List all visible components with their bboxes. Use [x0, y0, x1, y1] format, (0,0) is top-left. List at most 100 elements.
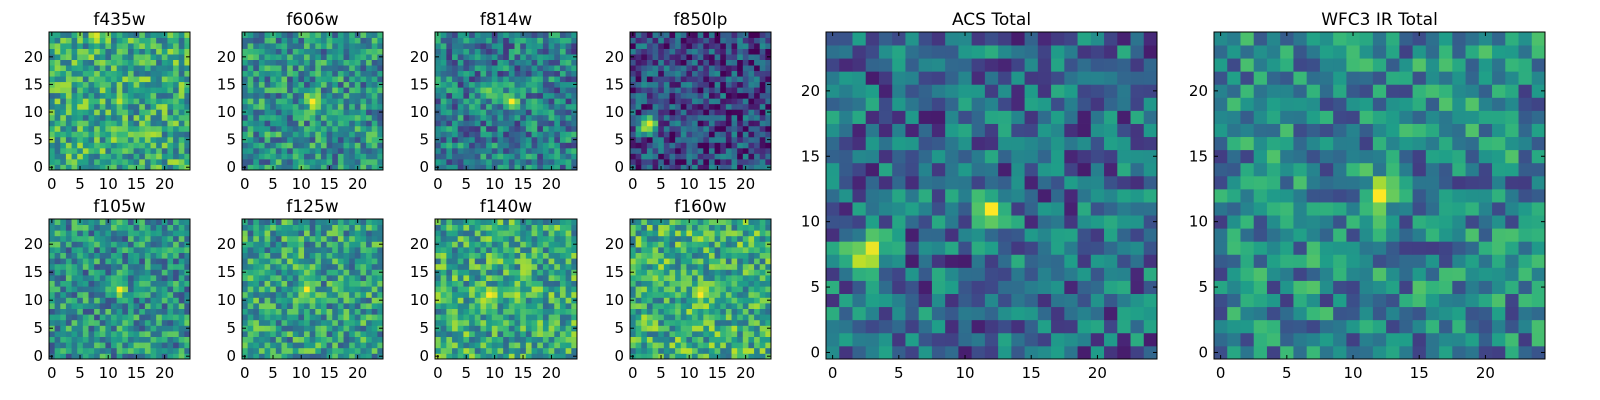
heatmap-cell	[554, 70, 561, 77]
heatmap-cell	[554, 48, 561, 55]
heatmap-cell	[264, 37, 271, 44]
heatmap-cell	[326, 280, 333, 287]
heatmap-cell	[173, 224, 180, 231]
heatmap-cell	[669, 70, 676, 77]
heatmap-cell	[486, 114, 493, 121]
heatmap-cell	[548, 291, 555, 298]
heatmap-cell	[440, 142, 447, 149]
heatmap-cell	[514, 219, 521, 225]
heatmap-cell	[122, 241, 129, 248]
heatmap-cell	[680, 164, 687, 171]
heatmap-cell	[537, 275, 544, 281]
heatmap-cell	[116, 81, 123, 88]
heatmap-cell	[641, 59, 648, 66]
heatmap-cell	[122, 109, 129, 116]
heatmap-cell	[725, 336, 732, 343]
heatmap-cell	[360, 125, 367, 132]
heatmap-cell	[133, 37, 140, 44]
heatmap-cell	[503, 342, 510, 349]
heatmap-cell	[99, 164, 106, 171]
heatmap-cell	[343, 147, 350, 154]
heatmap-cell	[731, 275, 738, 281]
heatmap-cell	[167, 286, 174, 293]
heatmap-cell	[514, 70, 521, 77]
heatmap-cell	[247, 114, 254, 121]
heatmap-cell	[371, 286, 378, 293]
heatmap-cell	[161, 136, 168, 143]
heatmap-cell	[486, 314, 493, 321]
heatmap-cell	[94, 43, 101, 49]
heatmap-cell	[139, 219, 146, 225]
heatmap-cell	[725, 291, 732, 298]
heatmap-cell	[725, 131, 732, 138]
heatmap-cell	[144, 269, 151, 276]
heatmap-cell	[371, 120, 378, 127]
heatmap-cell	[641, 136, 648, 143]
heatmap-cell	[82, 32, 89, 38]
heatmap-cell	[371, 235, 378, 242]
heatmap-cell	[537, 353, 544, 360]
heatmap-cell	[680, 125, 687, 132]
heatmap-cell	[480, 158, 487, 165]
heatmap-cell	[343, 297, 350, 304]
heatmap-cell	[54, 136, 61, 143]
heatmap-cell	[531, 59, 538, 66]
heatmap-cell	[503, 241, 510, 248]
heatmap-cell	[105, 109, 112, 116]
heatmap-cell	[554, 230, 561, 237]
heatmap-cell	[480, 109, 487, 116]
heatmap-cell	[742, 142, 749, 149]
heatmap-cell	[99, 241, 106, 248]
heatmap-cell	[332, 81, 339, 88]
heatmap-cell	[258, 263, 265, 270]
heatmap-cell	[258, 76, 265, 83]
heatmap-cell	[565, 342, 572, 349]
heatmap-cell	[304, 48, 311, 55]
heatmap-cell	[275, 125, 282, 132]
heatmap-cell	[253, 303, 260, 309]
heatmap-cell	[242, 224, 249, 231]
heatmap-cell	[167, 92, 174, 99]
heatmap-cell	[548, 109, 555, 116]
heatmap-cell	[508, 59, 515, 66]
heatmap-cell	[686, 59, 693, 66]
heatmap-cell	[161, 241, 168, 248]
heatmap-cell	[646, 347, 653, 354]
heatmap-cell	[725, 347, 732, 354]
heatmap-cell	[320, 275, 327, 281]
heatmap-cell	[497, 37, 504, 44]
heatmap-cell	[264, 269, 271, 276]
heatmap-cell	[292, 87, 299, 94]
heatmap-cell	[531, 331, 538, 337]
heatmap-cell	[292, 103, 299, 110]
heatmap-cell	[480, 241, 487, 248]
heatmap-cell	[435, 59, 442, 66]
heatmap-cell	[748, 120, 755, 127]
heatmap-cell	[366, 325, 373, 332]
heatmap-cell	[641, 147, 648, 154]
heatmap-cell	[514, 114, 521, 121]
heatmap-cell	[275, 314, 282, 321]
heatmap-cell	[139, 275, 146, 281]
heatmap-cell	[469, 275, 476, 281]
heatmap-cell	[571, 224, 578, 231]
heatmap-cell	[520, 54, 527, 60]
heatmap-cell	[343, 269, 350, 276]
heatmap-cell	[304, 303, 311, 309]
heatmap-cell	[641, 297, 648, 304]
heatmap-cell	[697, 103, 704, 110]
heatmap-cell	[349, 136, 356, 143]
heatmap-cell	[60, 87, 67, 94]
heatmap-cell	[71, 136, 78, 143]
heatmap-cell	[697, 65, 704, 72]
heatmap-cell	[469, 286, 476, 293]
heatmap-cell	[264, 147, 271, 154]
heatmap-cell	[173, 336, 180, 343]
heatmap-cell	[652, 308, 659, 315]
heatmap-cell	[446, 87, 453, 94]
y-tick-label: 15	[217, 75, 236, 93]
heatmap-cell	[440, 76, 447, 83]
heatmap-cell	[630, 336, 637, 343]
heatmap-cell	[167, 164, 174, 171]
